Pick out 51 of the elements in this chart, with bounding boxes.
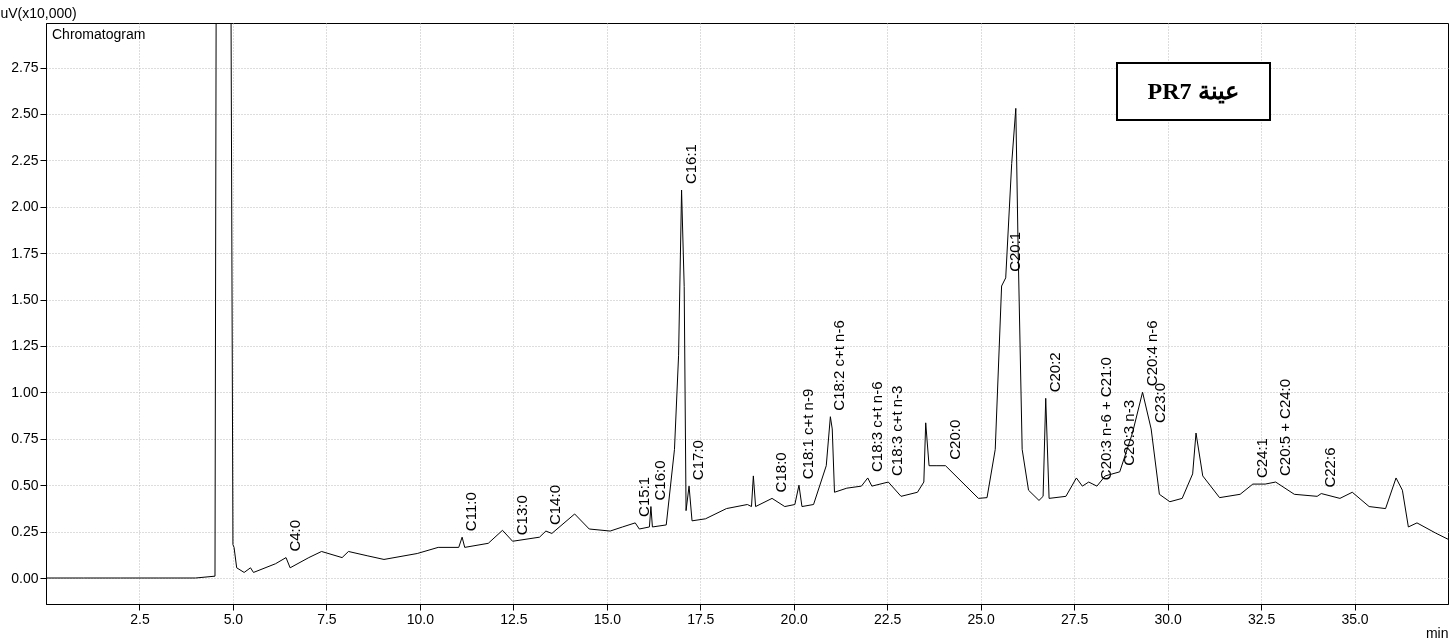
annotation: C11:0 — [462, 492, 480, 532]
annotation: C14:0 — [545, 485, 563, 526]
y-tick-label: 2.75 — [11, 59, 39, 76]
annotation: C20:0 — [945, 419, 963, 460]
annotation: عينة PR7 — [1147, 78, 1239, 104]
chart-title: Chromatogram — [52, 26, 146, 42]
annotation: C18:3 c+t n-6 — [867, 381, 885, 472]
x-tick-label: 15.0 — [593, 610, 622, 627]
y-tick-label: 2.00 — [11, 198, 39, 215]
x-tick-label: 30.0 — [1154, 610, 1182, 627]
y-tick-label: 2.50 — [11, 105, 39, 122]
x-tick-label: 12.5 — [500, 610, 528, 627]
annotation: C20:5 + C24:0 — [1275, 378, 1293, 477]
y-tick-label: 1.00 — [11, 383, 39, 400]
x-axis-title: min — [1425, 624, 1449, 641]
x-tick-label: 10.0 — [406, 610, 435, 627]
annotation: C20:3 n-6 + C21:0 — [1096, 357, 1114, 481]
annotation: C17:0 — [689, 440, 707, 481]
annotation: C20:3 n-3 — [1119, 399, 1137, 466]
x-tick-label: 35.0 — [1341, 610, 1369, 627]
annotation: C24:1 — [1252, 438, 1270, 479]
x-tick-label: 2.5 — [130, 610, 150, 627]
y-tick-label: 1.75 — [11, 244, 39, 261]
y-tick-label: 0.00 — [11, 569, 39, 586]
x-tick-label: 25.0 — [967, 610, 995, 627]
x-tick-label: 20.0 — [780, 610, 809, 627]
y-tick-label: 0.25 — [11, 523, 39, 540]
y-tick-label: 2.25 — [11, 151, 39, 168]
y-tick-label: 0.50 — [11, 476, 39, 493]
annotation: C20:2 — [1045, 352, 1063, 393]
x-tick-label: 22.5 — [874, 610, 902, 627]
x-tick-label: 27.5 — [1061, 610, 1089, 627]
y-axis-title: uV(x10,000) — [0, 4, 77, 21]
y-tick-label: 1.25 — [11, 337, 39, 354]
annotation: C18:3 c+t n-3 — [888, 385, 906, 477]
annotation: C22:6 — [1321, 447, 1339, 488]
annotation: C18:2 c+t n-6 — [830, 320, 848, 411]
annotation: C16:1 — [681, 144, 699, 185]
annotation: C18:0 — [772, 452, 790, 493]
annotation: C18:1 c+t n-9 — [798, 388, 816, 480]
x-tick-label: 17.5 — [687, 610, 715, 627]
annotation: C20:1 — [1005, 231, 1023, 272]
y-tick-label: 1.50 — [11, 291, 39, 308]
annotation: C4:0 — [286, 519, 304, 552]
annotation: C16:0 — [650, 460, 668, 501]
x-tick-label: 5.0 — [223, 610, 244, 627]
annotation: C13:0 — [512, 495, 530, 536]
x-tick-label: 32.5 — [1247, 610, 1276, 627]
x-tick-label: 7.5 — [317, 610, 337, 627]
annotation: C15:1 — [635, 476, 653, 517]
y-tick-label: 0.75 — [11, 430, 39, 447]
